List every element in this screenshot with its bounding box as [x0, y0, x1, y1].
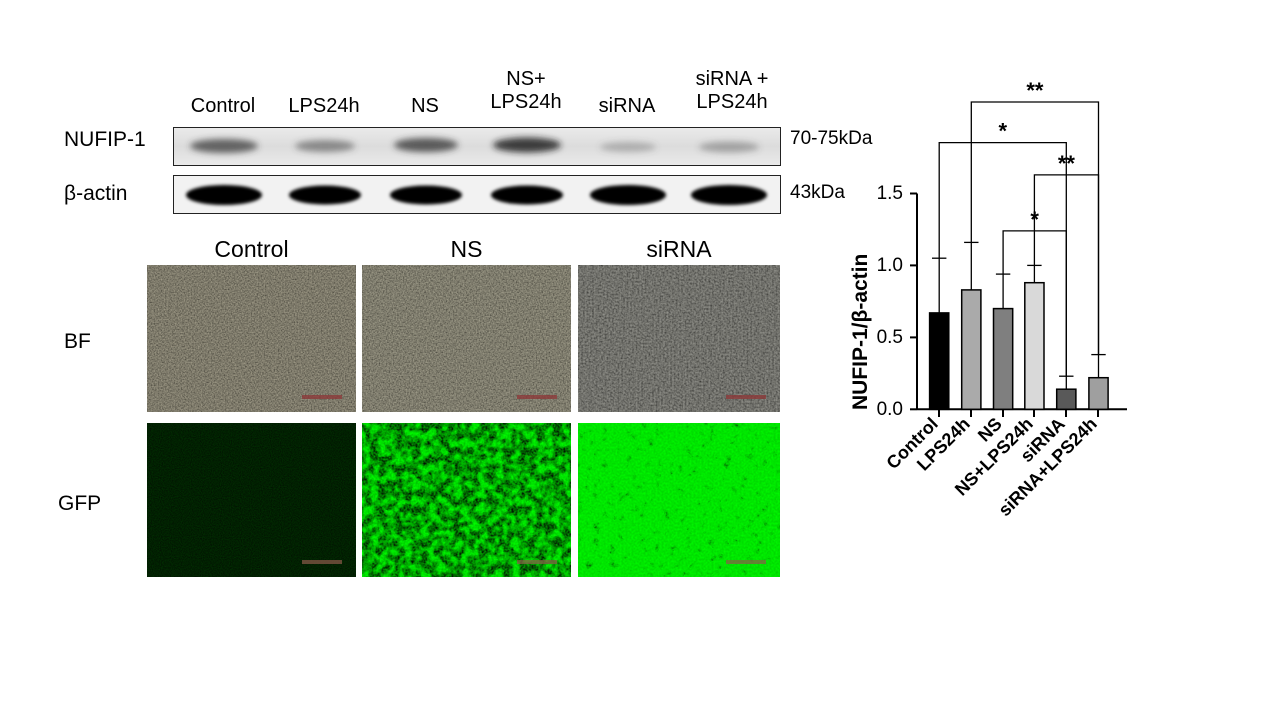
- svg-text:*: *: [1030, 207, 1039, 232]
- svg-text:*: *: [998, 119, 1007, 144]
- svg-text:0.5: 0.5: [877, 327, 903, 348]
- svg-text:**: **: [1026, 78, 1044, 103]
- svg-text:**: **: [1058, 151, 1076, 176]
- svg-text:1.5: 1.5: [877, 183, 903, 204]
- svg-text:NUFIP-1/β-actin: NUFIP-1/β-actin: [849, 254, 872, 410]
- svg-text:1.0: 1.0: [877, 255, 903, 276]
- svg-text:0.0: 0.0: [877, 399, 903, 420]
